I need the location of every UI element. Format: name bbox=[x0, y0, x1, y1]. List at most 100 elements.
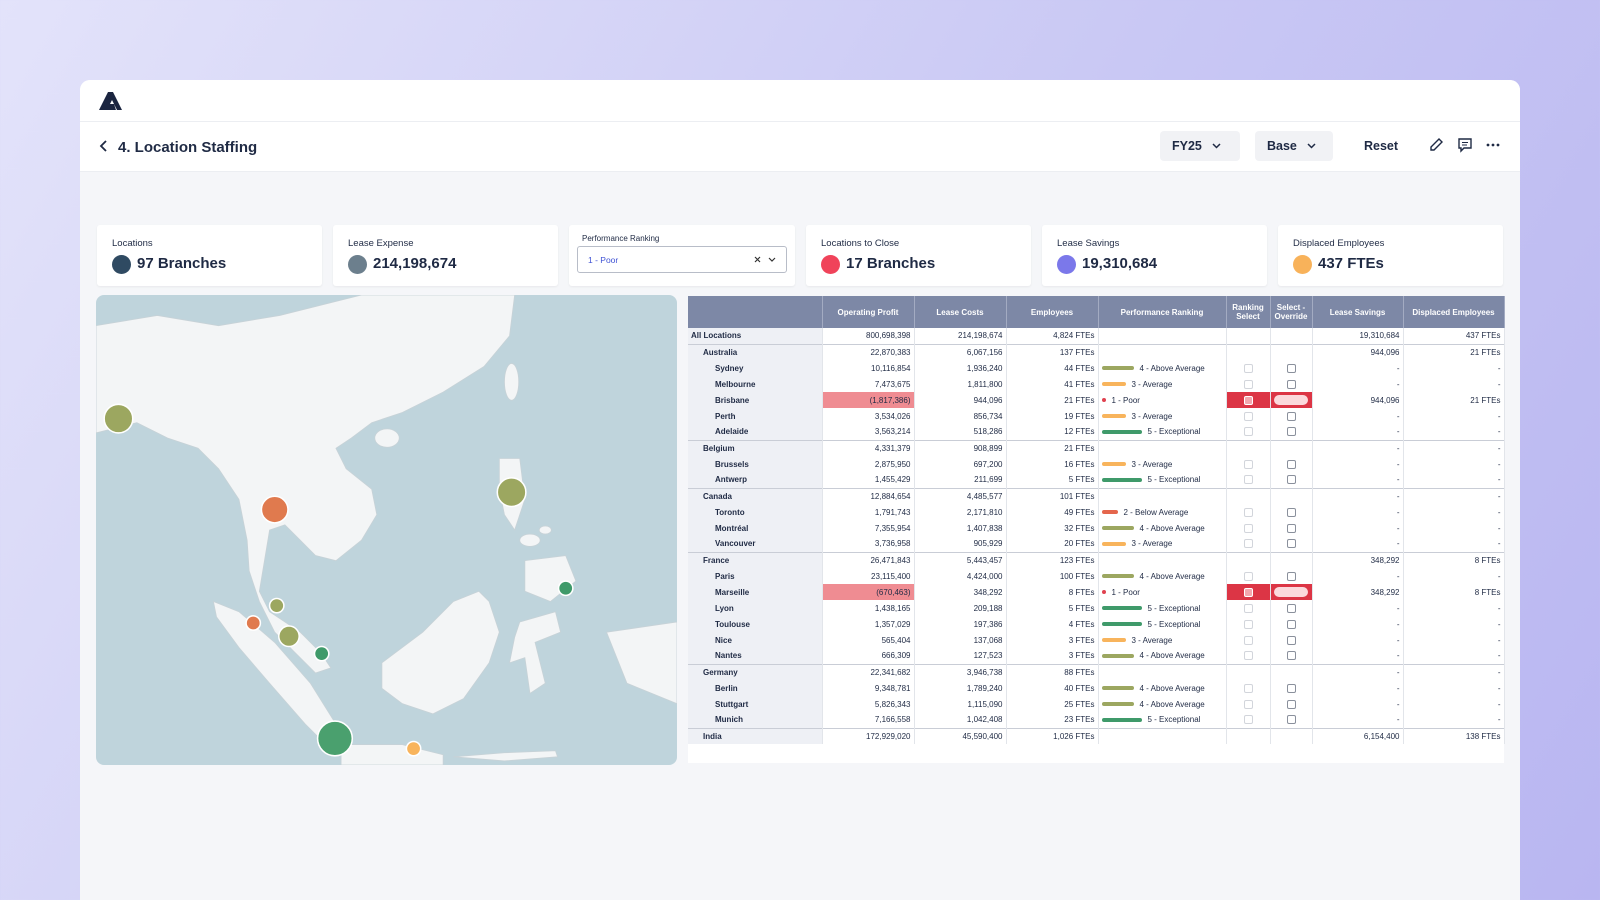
select-override bbox=[1270, 392, 1312, 408]
location-bubble[interactable] bbox=[497, 478, 526, 507]
checkbox[interactable] bbox=[1287, 460, 1296, 469]
checkbox[interactable] bbox=[1287, 620, 1296, 629]
cell: 565,404 bbox=[822, 632, 914, 648]
cell: 19,310,684 bbox=[1312, 328, 1403, 344]
select-override bbox=[1270, 680, 1312, 696]
row-label: Sydney bbox=[688, 360, 822, 376]
location-bubble[interactable] bbox=[270, 598, 284, 612]
cell: 800,698,398 bbox=[822, 328, 914, 344]
cell: 12 FTEs bbox=[1006, 424, 1098, 440]
checkbox[interactable] bbox=[1287, 651, 1296, 660]
ranking-bar bbox=[1102, 654, 1134, 658]
checkbox[interactable] bbox=[1244, 364, 1253, 373]
checkbox[interactable] bbox=[1244, 715, 1253, 724]
cell: 5,443,457 bbox=[914, 552, 1006, 568]
override-toggle[interactable] bbox=[1274, 587, 1308, 597]
checkbox[interactable] bbox=[1287, 700, 1296, 709]
comment-icon[interactable] bbox=[1457, 137, 1473, 153]
ranking-bar bbox=[1102, 430, 1142, 434]
checkbox[interactable] bbox=[1244, 427, 1253, 436]
checkbox[interactable] bbox=[1287, 427, 1296, 436]
checkbox[interactable] bbox=[1244, 620, 1253, 629]
checkbox[interactable] bbox=[1244, 572, 1253, 581]
ranking-cell: 5 - Exceptional bbox=[1098, 472, 1226, 488]
checkbox[interactable] bbox=[1244, 524, 1253, 533]
cell: 9,348,781 bbox=[822, 680, 914, 696]
location-bubble[interactable] bbox=[246, 616, 260, 630]
location-bubble[interactable] bbox=[406, 742, 420, 756]
edit-icon[interactable] bbox=[1428, 137, 1444, 153]
location-bubble[interactable] bbox=[279, 626, 299, 646]
checkbox[interactable] bbox=[1244, 412, 1253, 421]
row-label: Australia bbox=[688, 344, 822, 360]
checkbox[interactable] bbox=[1244, 684, 1253, 693]
checkbox[interactable] bbox=[1287, 684, 1296, 693]
checkbox[interactable] bbox=[1287, 524, 1296, 533]
checkbox-checked[interactable] bbox=[1244, 396, 1253, 405]
checkbox[interactable] bbox=[1287, 364, 1296, 373]
checkbox[interactable] bbox=[1287, 412, 1296, 421]
more-icon[interactable] bbox=[1485, 137, 1501, 153]
location-bubble[interactable] bbox=[104, 404, 133, 433]
checkbox-checked[interactable] bbox=[1244, 588, 1253, 597]
cell: 21 FTEs bbox=[1006, 440, 1098, 456]
checkbox[interactable] bbox=[1244, 460, 1253, 469]
cell: 19 FTEs bbox=[1006, 408, 1098, 424]
back-button[interactable] bbox=[98, 138, 110, 154]
cell: 666,309 bbox=[822, 648, 914, 664]
checkbox[interactable] bbox=[1244, 508, 1253, 517]
location-bubble[interactable] bbox=[315, 646, 329, 660]
location-bubble[interactable] bbox=[559, 581, 573, 595]
checkbox[interactable] bbox=[1287, 508, 1296, 517]
cell: 22,341,682 bbox=[822, 664, 914, 680]
ranking-combobox[interactable]: 1 - Poor bbox=[577, 246, 787, 273]
cell: 100 FTEs bbox=[1006, 568, 1098, 584]
ranking-cell: 3 - Average bbox=[1098, 456, 1226, 472]
checkbox[interactable] bbox=[1287, 380, 1296, 389]
select-override bbox=[1270, 520, 1312, 536]
ranking-label: 4 - Above Average bbox=[1140, 651, 1205, 660]
checkbox[interactable] bbox=[1244, 604, 1253, 613]
checkbox[interactable] bbox=[1287, 715, 1296, 724]
ranking-label: 2 - Below Average bbox=[1124, 508, 1189, 517]
checkbox[interactable] bbox=[1244, 380, 1253, 389]
logo[interactable] bbox=[98, 90, 124, 112]
cell: 101 FTEs bbox=[1006, 488, 1098, 504]
cell: 138 FTEs bbox=[1403, 728, 1504, 744]
chevron bbox=[1212, 143, 1221, 149]
cell: 172,929,020 bbox=[822, 728, 914, 744]
table-row: Belgium4,331,379908,89921 FTEs-- bbox=[688, 440, 1504, 456]
reset-button[interactable]: Reset bbox=[1364, 139, 1398, 153]
checkbox[interactable] bbox=[1287, 572, 1296, 581]
checkbox[interactable] bbox=[1244, 539, 1253, 548]
scenario-dropdown[interactable]: Base bbox=[1255, 131, 1333, 161]
ranking-bar bbox=[1102, 414, 1126, 418]
row-label: Stuttgart bbox=[688, 696, 822, 712]
select-override bbox=[1270, 328, 1312, 344]
checkbox[interactable] bbox=[1287, 604, 1296, 613]
cell: - bbox=[1312, 632, 1403, 648]
checkbox[interactable] bbox=[1244, 700, 1253, 709]
override-toggle[interactable] bbox=[1274, 395, 1308, 405]
header-cell: Ranking Select bbox=[1226, 296, 1270, 328]
combobox-controls bbox=[754, 256, 778, 264]
cell: 2,171,810 bbox=[914, 504, 1006, 520]
ranking-select bbox=[1226, 712, 1270, 728]
cell: 8 FTEs bbox=[1403, 552, 1504, 568]
checkbox[interactable] bbox=[1244, 475, 1253, 484]
checkbox[interactable] bbox=[1287, 539, 1296, 548]
ranking-label: 4 - Above Average bbox=[1140, 364, 1205, 373]
cell: 437 FTEs bbox=[1403, 328, 1504, 344]
ranking-bar bbox=[1102, 638, 1126, 642]
checkbox[interactable] bbox=[1287, 475, 1296, 484]
combobox-value: 1 - Poor bbox=[588, 255, 618, 265]
location-bubble[interactable] bbox=[318, 721, 353, 756]
cell: 20 FTEs bbox=[1006, 536, 1098, 552]
cell: - bbox=[1403, 520, 1504, 536]
checkbox[interactable] bbox=[1244, 651, 1253, 660]
location-bubble[interactable] bbox=[261, 496, 288, 523]
checkbox[interactable] bbox=[1287, 636, 1296, 645]
year-dropdown[interactable]: FY25 bbox=[1160, 131, 1240, 161]
checkbox[interactable] bbox=[1244, 636, 1253, 645]
row-label: All Locations bbox=[688, 328, 822, 344]
